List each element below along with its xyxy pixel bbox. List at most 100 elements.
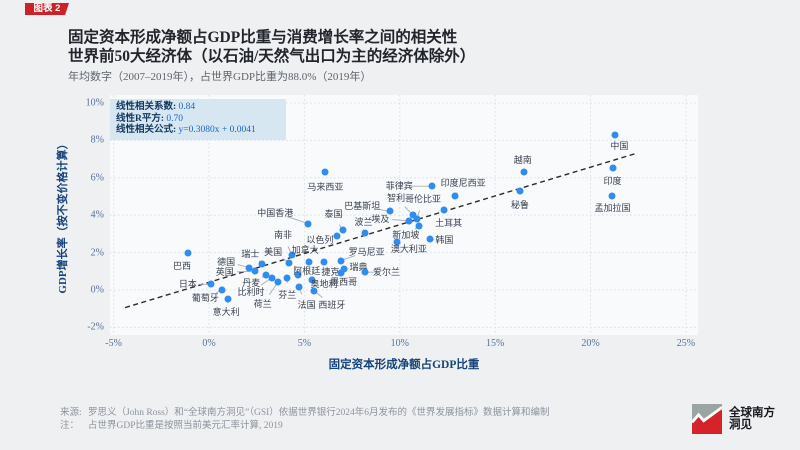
x-axis-title: 固定资本形成净额占GDP比重	[328, 359, 480, 371]
source-line: 来源: 罗思义（John Ross）和“全球南方洞见”（GSI）依据世界银行202…	[60, 404, 550, 418]
scatter-point	[428, 182, 436, 190]
scatter-point-label: 瑞士	[241, 248, 260, 259]
scatter-point	[288, 251, 296, 259]
scatter-point-label: 捷克	[321, 266, 340, 277]
scatter-point-label: 秘鲁	[510, 199, 529, 210]
scatter-point-label: 加拿大	[291, 244, 319, 255]
regression-stats-box: 线性相关系数: 0.84 线性R平方: 0.70 线性相关公式: y=0.308…	[110, 99, 286, 140]
gsi-logo: 全球南方 洞见	[692, 404, 775, 434]
scatter-point-label: 罗马尼亚	[348, 246, 385, 257]
x-tick-label: 20%	[581, 338, 600, 349]
y-tick-label: 6%	[90, 172, 104, 184]
scatter-point-label: 瑞典	[349, 261, 368, 272]
note-label: 注：	[60, 421, 80, 431]
scatter-point	[308, 276, 316, 284]
scatter-point-label: 印度尼西亚	[440, 178, 486, 189]
scatter-point-label: 英国	[215, 267, 234, 278]
scatter-point-label: 爱尔兰	[372, 267, 400, 278]
source-text: 罗思义（John Ross）和“全球南方洞见”（GSI）依据世界银行2024年6…	[88, 408, 550, 418]
scatter-point-label: 意大利	[212, 307, 240, 318]
scatter-point-label: 马来西亚	[307, 182, 344, 193]
scatter-point	[516, 187, 524, 195]
scatter-point	[218, 286, 226, 294]
scatter-point	[339, 226, 347, 234]
scatter-point-label: 埃及	[371, 213, 390, 224]
scatter-point	[245, 264, 253, 272]
scatter-point-label: 法国	[297, 300, 316, 311]
source-label: 来源:	[60, 408, 82, 418]
scatter-point	[361, 268, 369, 276]
scatter-point	[413, 215, 421, 223]
scatter-point	[386, 207, 394, 215]
scatter-point-label: 荷兰	[253, 299, 272, 310]
y-tick-label: 8%	[90, 134, 104, 146]
scatter-point-label: 美国	[264, 246, 283, 257]
scatter-point-label: 越南	[513, 155, 532, 166]
scatter-point	[321, 168, 329, 176]
scatter-point	[320, 258, 328, 266]
scatter-point-label: 澳大利亚	[390, 243, 427, 254]
scatter-point	[405, 217, 413, 225]
scatter-point	[304, 220, 312, 228]
x-tick-label: 15%	[486, 338, 505, 349]
scatter-point	[409, 211, 417, 219]
scatter-point-label: 日本	[178, 279, 197, 290]
y-tick-label: 4%	[90, 209, 104, 221]
scatter-point	[520, 168, 528, 176]
scatter-point-label: 西班牙	[318, 299, 346, 310]
scatter-point	[611, 131, 619, 139]
scatter-point-label: 中国香港	[257, 207, 294, 218]
scatter-point	[415, 222, 423, 230]
stat-formula: 线性相关公式: y=0.3080x + 0.0041	[116, 125, 256, 135]
note-text: 占世界GDP比重是按照当前美元汇率计算, 2019	[88, 421, 283, 431]
scatter-point	[340, 265, 348, 273]
scatter-point	[283, 274, 291, 282]
scatter-point-label: 波兰	[354, 216, 373, 227]
scatter-point-label: 智利	[387, 193, 406, 204]
chart-title-line2: 世界前50大经济体（以石油/天然气出口为主的经济体除外）	[68, 48, 476, 65]
scatter-point	[184, 249, 192, 257]
scatter-point	[258, 260, 266, 268]
scatter-point	[337, 269, 345, 277]
scatter-point	[285, 259, 293, 267]
x-tick-label: 0%	[202, 338, 216, 349]
scatter-point	[451, 192, 459, 200]
scatter-point	[333, 232, 341, 240]
y-tick-label: -2%	[87, 321, 104, 333]
scatter-point	[294, 271, 302, 279]
scatter-point-label: 哥伦比亚	[404, 193, 441, 204]
scatter-point-label: 泰国	[324, 209, 343, 220]
scatter-point	[224, 295, 232, 303]
scatter-point	[609, 164, 617, 172]
scatter-point-label: 阿根廷	[293, 265, 321, 276]
chart-subtitle: 年均数字（2007–2019年），占世界GDP比重为88.0%（2019年）	[68, 71, 372, 83]
chart-title: 固定资本形成净额占GDP比重与消费增长率之间的相关性 世界前50大经济体（以石油…	[68, 28, 475, 66]
scatter-point-label: 菲律宾	[385, 181, 413, 192]
chart-title-line1: 固定资本形成净额占GDP比重与消费增长率之间的相关性	[68, 29, 458, 46]
scatter-point-label: 巴基斯坦	[344, 201, 381, 212]
scatter-point	[207, 280, 215, 288]
scatter-point	[251, 267, 259, 275]
note-line: 注： 占世界GDP比重是按照当前美元汇率计算, 2019	[60, 417, 283, 431]
x-tick-label: 10%	[390, 338, 409, 349]
x-tick-label: 5%	[297, 338, 312, 349]
scatter-point	[295, 283, 303, 291]
x-tick-label: 25%	[676, 338, 696, 349]
scatter-point	[310, 287, 318, 295]
scatter-point-label: 巴西	[173, 260, 192, 271]
scatter-point-label: 以色列	[306, 234, 334, 245]
scatter-point	[262, 271, 270, 279]
scatter-point-label: 德国	[217, 256, 236, 267]
scatter-point-label: 新加坡	[392, 230, 420, 241]
scatter-point	[337, 257, 345, 265]
scatter-point-label: 丹麦	[242, 278, 261, 288]
scatter-point-label: 葡萄牙	[191, 292, 219, 303]
y-tick-label: 10%	[85, 97, 104, 109]
scatter-point-label: 墨西哥	[330, 277, 358, 288]
scatter-point-label: 比利时	[237, 286, 265, 297]
scatter-point	[305, 258, 313, 266]
scatter-point-label: 中国	[610, 140, 629, 151]
scatter-point	[426, 235, 434, 243]
